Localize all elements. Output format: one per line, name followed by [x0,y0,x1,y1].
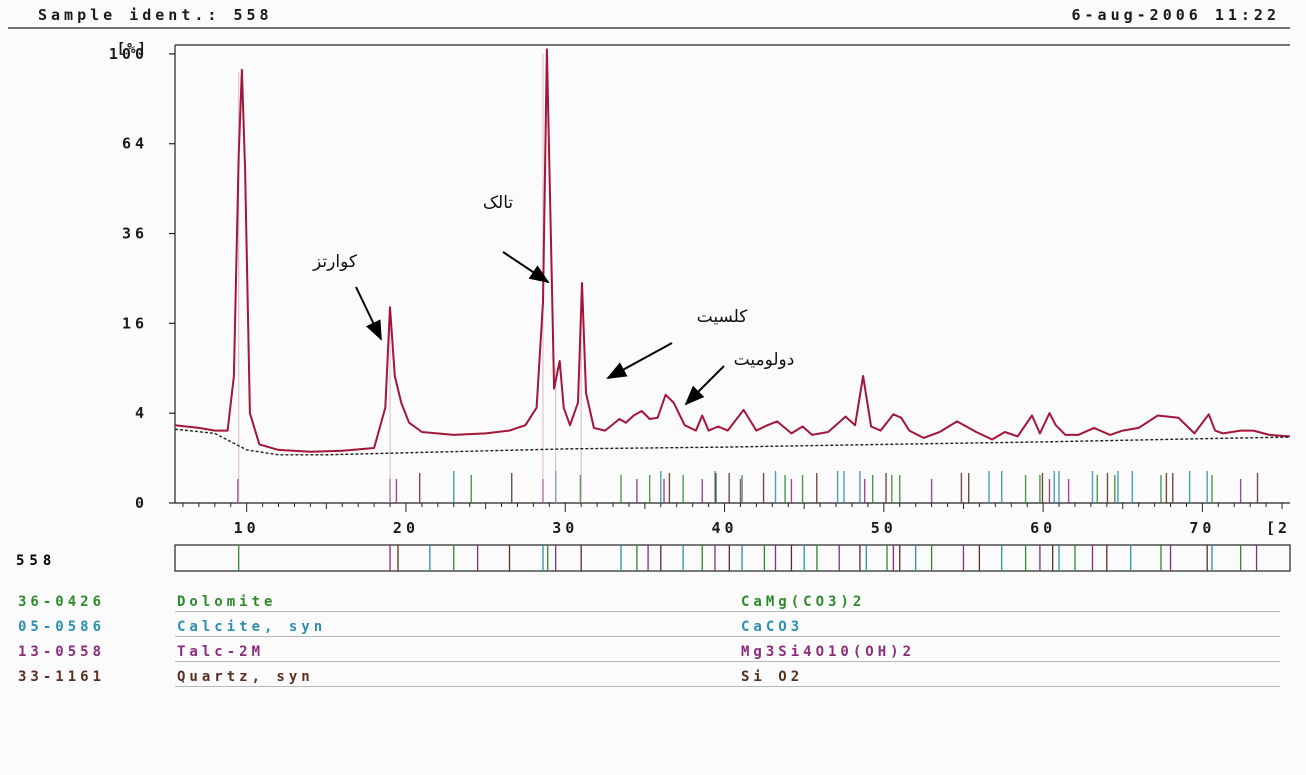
reference-code: 05-0586 [18,619,106,635]
peak-annotation-label: کوارتز [312,252,358,272]
peak-annotation-arrow [502,251,550,284]
reference-row: 33-1161 Quartz, syn Si O2 [0,669,1306,691]
peak-annotation-arrow [606,342,673,379]
x-tick-label: 40 [712,519,738,537]
x-tick-label: 50 [871,519,897,537]
datetime-header: 6-aug-2006 11:22 [1071,6,1280,24]
peak-annotation-label: کلسیت [697,307,749,327]
y-tick-label: 4 [135,404,148,422]
y-tick-label: 64 [122,135,148,153]
reference-sticks [237,53,1259,503]
reference-rule [175,611,1280,612]
x-tick-label: 30 [552,519,578,537]
reference-formula: Si O2 [741,669,804,685]
x-tick-label: 60 [1030,519,1056,537]
stick-strip [174,544,1291,572]
sample-ident-header: Sample ident.: 558 [38,6,273,24]
peak-annotation-label: دولومیت [734,350,795,370]
x-axis-label: [2 [1266,519,1290,537]
stick-strip-box [174,544,1291,572]
background-line [174,428,1291,456]
reference-rule [175,686,1280,687]
reference-row: 05-0586 Calcite, syn CaCO3 [0,619,1306,641]
y-tick-label: 16 [122,314,148,332]
reference-row: 36-0426 Dolomite CaMg(CO3)2 [0,594,1306,616]
reference-code: 33-1161 [18,669,106,685]
reference-row: 13-0558 Talc-2M Mg3Si4O10(OH)2 [0,644,1306,666]
reference-rule [175,636,1280,637]
peak-annotation-label: تالک [483,193,514,213]
reference-name: Dolomite [177,594,277,610]
x-tick-label: 20 [393,519,419,537]
peak-annotations: کوارتز تالک کلسیت دولومیت [312,193,795,406]
reference-rule [175,661,1280,662]
reference-formula: CaMg(CO3)2 [741,594,866,610]
chart-series [174,48,1291,456]
reference-name: Calcite, syn [177,619,327,635]
reference-code: 13-0558 [18,644,106,660]
peak-annotation-arrow [684,365,725,406]
tick-labels: [%] 0 4 16 36 64 100 10 20 30 40 50 60 70 [2 [109,41,1290,537]
x-tick-label: 10 [234,519,260,537]
y-axis-label: [%] [117,41,148,57]
chart-axes [169,44,1290,512]
y-tick-label: 36 [122,225,148,243]
reference-name: Quartz, syn [177,669,314,685]
reference-formula: CaCO3 [741,619,804,635]
sample-strip-label: 558 [16,553,57,569]
reference-name: Talc-2M [177,644,265,660]
x-tick-label: 70 [1189,519,1215,537]
y-tick-label: 0 [135,494,148,512]
reference-formula: Mg3Si4O10(OH)2 [741,644,916,660]
reference-code: 36-0426 [18,594,106,610]
diffraction-pattern-line [174,48,1291,453]
peak-annotation-arrow [355,286,382,341]
y-tick-label: 100 [109,45,148,63]
